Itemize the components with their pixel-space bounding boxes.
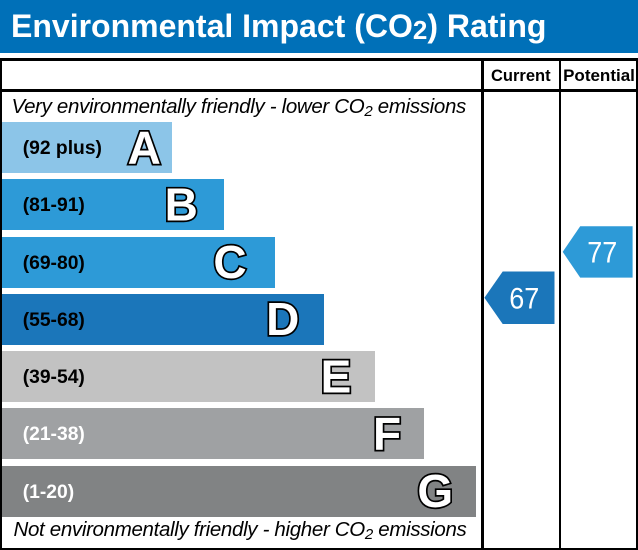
svg-text:A: A	[128, 121, 161, 173]
svg-text:77: 77	[587, 236, 617, 270]
svg-text:G: G	[417, 465, 453, 517]
svg-text:B: B	[165, 179, 198, 231]
svg-text:E: E	[321, 350, 352, 402]
svg-text:C: C	[213, 236, 246, 288]
svg-text:F: F	[373, 408, 401, 460]
svg-text:D: D	[266, 293, 299, 345]
svg-text:67: 67	[509, 282, 539, 316]
